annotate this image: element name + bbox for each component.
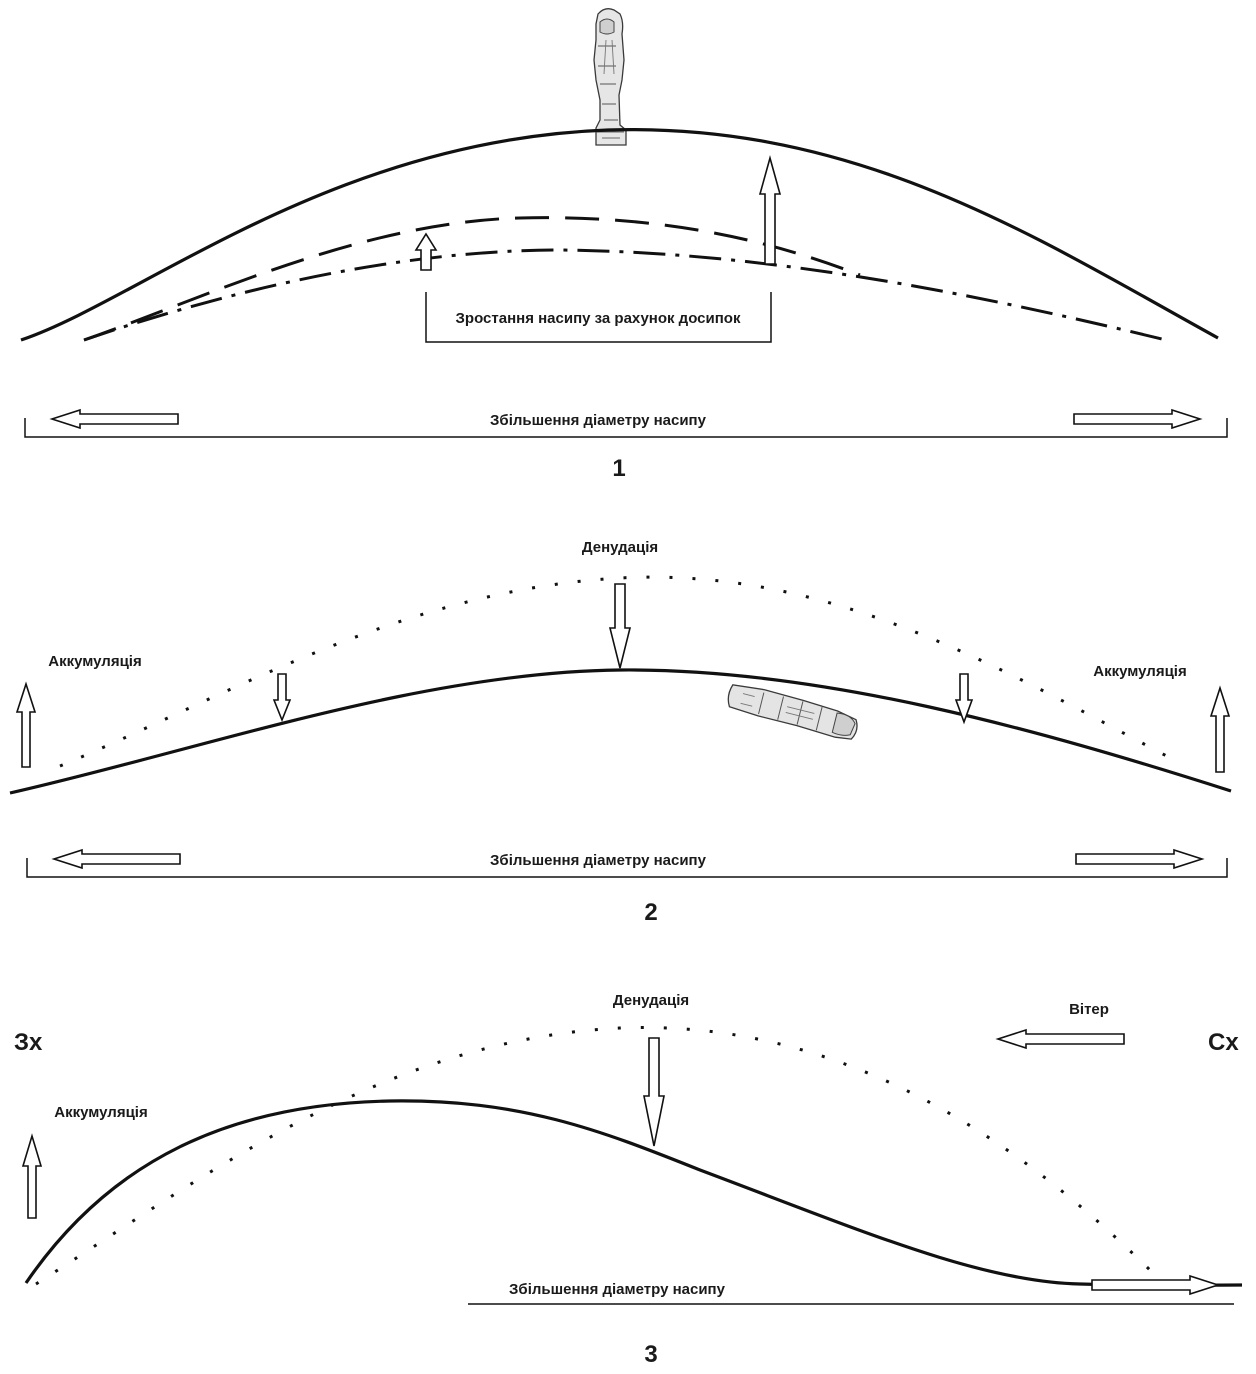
panel-2: Денудація Аккумуляція Аккумуляція Збільш… bbox=[9, 539, 1232, 926]
panel-number: 1 bbox=[612, 455, 625, 482]
large-growth-arrow bbox=[758, 155, 782, 265]
panel-3: Денудація Вітер Зх Сх Аккумуляція Збільш… bbox=[14, 992, 1243, 1368]
mound-profile-current bbox=[20, 128, 1219, 342]
accumulation-left-label: Аккумуляція bbox=[48, 653, 141, 670]
denudation-arrow bbox=[643, 1037, 665, 1147]
diameter-label: Збільшення діаметру насипу bbox=[490, 852, 707, 869]
left-expansion-arrow bbox=[53, 849, 181, 869]
wind-arrow bbox=[997, 1029, 1125, 1049]
diameter-label: Збільшення діаметру насипу bbox=[490, 412, 707, 429]
west-label: Зх bbox=[14, 1029, 43, 1056]
current-mound-profile bbox=[9, 668, 1232, 795]
standing-stone-statue-icon bbox=[593, 8, 627, 146]
fallen-stone-statue-icon bbox=[727, 684, 858, 740]
accumulation-arrow-right bbox=[1209, 685, 1231, 773]
growth-label: Зростання насипу за рахунок досипок bbox=[456, 310, 741, 327]
wind-label: Вітер bbox=[1069, 1001, 1109, 1018]
diameter-label: Збільшення діаметру насипу bbox=[509, 1281, 726, 1298]
denudation-label: Денудація bbox=[613, 992, 689, 1009]
denudation-arrow-center bbox=[608, 583, 632, 669]
panel-number: 3 bbox=[644, 1341, 657, 1368]
left-expansion-arrow bbox=[51, 409, 179, 429]
accumulation-arrow bbox=[21, 1133, 43, 1219]
original-mound-profile bbox=[59, 575, 1183, 768]
right-expansion-arrow bbox=[1075, 849, 1203, 869]
growth-bracket bbox=[425, 292, 772, 343]
denudation-arrow-right bbox=[954, 673, 974, 725]
right-expansion-arrow bbox=[1073, 409, 1201, 429]
denudation-label: Денудація bbox=[582, 539, 658, 556]
accumulation-arrow-left bbox=[15, 681, 37, 768]
panel-1: Зростання насипу за рахунок досипок Збіл… bbox=[20, 8, 1228, 482]
accumulation-label: Аккумуляція bbox=[54, 1104, 147, 1121]
right-expansion-arrow bbox=[1091, 1275, 1219, 1295]
current-mound-profile bbox=[24, 1099, 1243, 1287]
mound-profile-earliest bbox=[83, 248, 1167, 342]
original-mound-profile bbox=[35, 1026, 1162, 1286]
panel-number: 2 bbox=[644, 899, 657, 926]
east-label: Сх bbox=[1208, 1029, 1239, 1056]
denudation-arrow-left bbox=[272, 673, 292, 723]
small-growth-arrow bbox=[414, 232, 438, 271]
accumulation-right-label: Аккумуляція bbox=[1093, 663, 1186, 680]
diameter-bracket bbox=[24, 418, 1228, 438]
diameter-bracket bbox=[26, 858, 1228, 878]
